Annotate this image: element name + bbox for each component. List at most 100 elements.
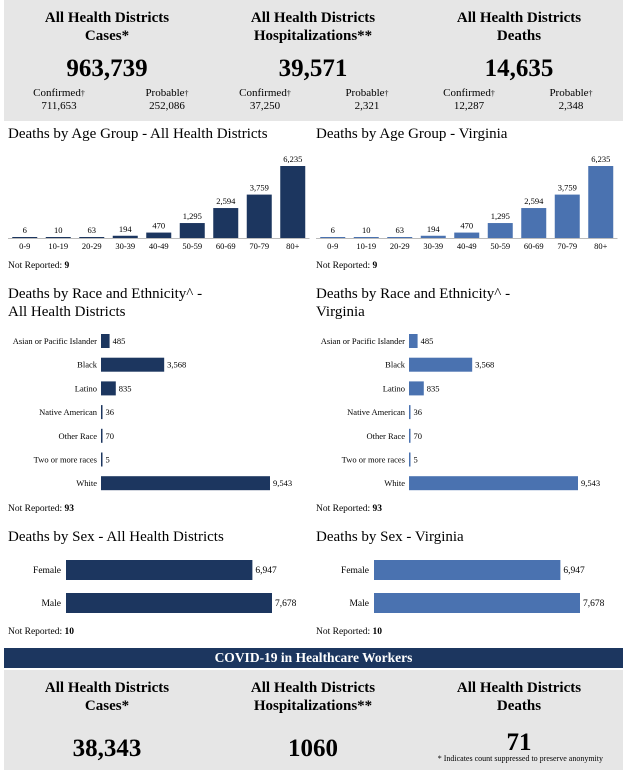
category-label: Asian or Pacific Islander — [13, 336, 97, 346]
bar-70-79 — [246, 194, 272, 238]
data-label: 9,543 — [581, 478, 600, 488]
hcw-deaths-title: All Health Districts Deaths — [456, 680, 582, 714]
tick-label-60-69: 60-69 — [524, 241, 544, 251]
tick-label-30-39: 30-39 — [423, 241, 443, 251]
category-label: Latino — [75, 383, 97, 393]
data-label: 3,568 — [475, 360, 494, 370]
bar-latino — [101, 381, 116, 396]
tick-label-20-29: 20-29 — [82, 241, 102, 251]
tick-label-60-69: 60-69 — [216, 241, 236, 251]
category-label: Asian or Pacific Islander — [321, 336, 405, 346]
data-label: 36 — [106, 407, 115, 417]
deaths-confirmed: Confirmed† 12,287 — [443, 87, 495, 112]
data-label-60-69: 2,594 — [524, 196, 544, 206]
bar-asian-or-pacific-islander — [409, 334, 418, 348]
age-right-chart: 6 0-9 10 10-19 63 20-29 194 30-39 470 40-49 1,295 5… — [316, 154, 618, 251]
data-label-0-9: 6 — [23, 225, 27, 235]
race-right-chart: Asian or Pacific Islander 485 Black 3,568 La… — [321, 334, 600, 491]
kpi-hosp-value: 39,571 — [278, 55, 348, 82]
data-label-50-59: 1,295 — [491, 211, 510, 221]
tick-label-10-19: 10-19 — [48, 241, 68, 251]
kpi-cases-title: All Health Districts Cases* — [44, 10, 170, 44]
summary-panel-bottom: All Health Districts Cases* 38,343 All H… — [4, 670, 623, 770]
data-label-10-19: 10 — [54, 225, 63, 235]
bar-50-59 — [179, 223, 205, 238]
hcw-hosp-value: 1060 — [288, 735, 338, 762]
kpi-hosp-breakdown: Confirmed† 37,250 Probable† 2,321 — [210, 87, 416, 117]
data-label-40-49: 470 — [460, 221, 473, 231]
data-label: 6,947 — [255, 566, 277, 576]
kpi-cases-value: 963,739 — [66, 55, 148, 82]
cases-probable: Probable† 252,086 — [145, 87, 189, 112]
data-label-40-49: 470 — [152, 221, 165, 231]
data-label-20-29: 63 — [88, 225, 97, 235]
category-label: Black — [77, 360, 98, 370]
bar-70-79 — [554, 194, 580, 238]
data-label-50-59: 1,295 — [183, 211, 202, 221]
bar-20-29 — [79, 237, 105, 238]
kpi-deaths: All Health Districts Deaths 14,635 — [416, 9, 622, 83]
data-label: 70 — [106, 431, 115, 441]
bar-40-49 — [146, 232, 172, 238]
category-label: Female — [341, 566, 369, 576]
kpi-deaths-value: 14,635 — [484, 55, 554, 82]
category-label: Latino — [383, 383, 405, 393]
data-label-30-39: 194 — [427, 224, 441, 234]
cases-confirmed: Confirmed† 711,653 — [33, 87, 85, 112]
data-label: 5 — [106, 455, 110, 465]
data-label: 5 — [414, 455, 418, 465]
data-label: 6,947 — [563, 566, 585, 576]
data-label: 3,568 — [167, 360, 186, 370]
tick-label-20-29: 20-29 — [390, 241, 410, 251]
bar-black — [409, 357, 473, 372]
hcw-kpi-deaths: All Health Districts Deaths 71 — [416, 679, 622, 757]
race-right-title: Deaths by Race and Ethnicity^ - Virginia — [316, 286, 511, 320]
data-label: 36 — [414, 407, 423, 417]
hcw-hosp-title: All Health Districts Hospitalizations** — [250, 680, 376, 714]
bar-80+ — [588, 166, 614, 238]
bar-latino — [409, 381, 424, 396]
bar-male — [66, 593, 272, 613]
summary-panel-top: All Health Districts Cases* 963,739 All … — [4, 0, 623, 121]
bar-60-69 — [213, 208, 239, 238]
category-label: White — [384, 478, 405, 488]
bar-80+ — [280, 166, 306, 238]
data-label: 485 — [113, 336, 126, 346]
bar-other-race — [101, 428, 103, 443]
data-label-10-19: 10 — [362, 225, 371, 235]
data-label-30-39: 194 — [119, 224, 133, 234]
data-label: 70 — [414, 431, 423, 441]
healthcare-workers-banner: COVID-19 in Healthcare Workers — [4, 648, 623, 668]
data-label-70-79: 3,759 — [558, 183, 577, 193]
category-label: Native American — [39, 407, 98, 417]
hcw-kpi-cases: All Health Districts Cases* 38,343 — [4, 679, 210, 763]
suppression-footnote: * Indicates count suppressed to preserve… — [437, 754, 603, 763]
data-label: 835 — [119, 383, 132, 393]
age-left-not-reported: Not Reported: 9 — [8, 261, 70, 271]
bar-native-american — [409, 405, 411, 420]
hosp-confirmed: Confirmed† 37,250 — [239, 87, 291, 112]
tick-label-70-79: 70-79 — [249, 241, 269, 251]
tick-label-50-59: 50-59 — [182, 241, 202, 251]
bar-female — [66, 560, 253, 580]
hosp-probable: Probable† 2,321 — [345, 87, 389, 112]
bar-native-american — [101, 405, 103, 420]
data-label: 7,678 — [583, 599, 605, 609]
tick-label-40-49: 40-49 — [149, 241, 169, 251]
sex-right-title: Deaths by Sex - Virginia — [316, 529, 464, 545]
bar-0-9 — [320, 237, 346, 238]
tick-label-80+: 80+ — [594, 241, 608, 251]
kpi-cases-breakdown: Confirmed† 711,653 Probable† 252,086 — [4, 87, 210, 117]
category-label: Female — [33, 566, 61, 576]
hcw-deaths-value: 71 — [506, 729, 532, 756]
tick-label-30-39: 30-39 — [115, 241, 135, 251]
bar-60-69 — [521, 208, 547, 238]
bar-30-39 — [420, 235, 446, 238]
age-left-title: Deaths by Age Group - All Health Distric… — [8, 126, 268, 142]
bar-40-49 — [454, 232, 480, 238]
kpi-hospitalizations: All Health Districts Hospitalizations** … — [210, 9, 416, 83]
tick-label-50-59: 50-59 — [490, 241, 510, 251]
data-label-80+: 6,235 — [283, 154, 302, 164]
age-right-not-reported: Not Reported: 9 — [316, 261, 378, 271]
bar-10-19 — [353, 237, 379, 238]
